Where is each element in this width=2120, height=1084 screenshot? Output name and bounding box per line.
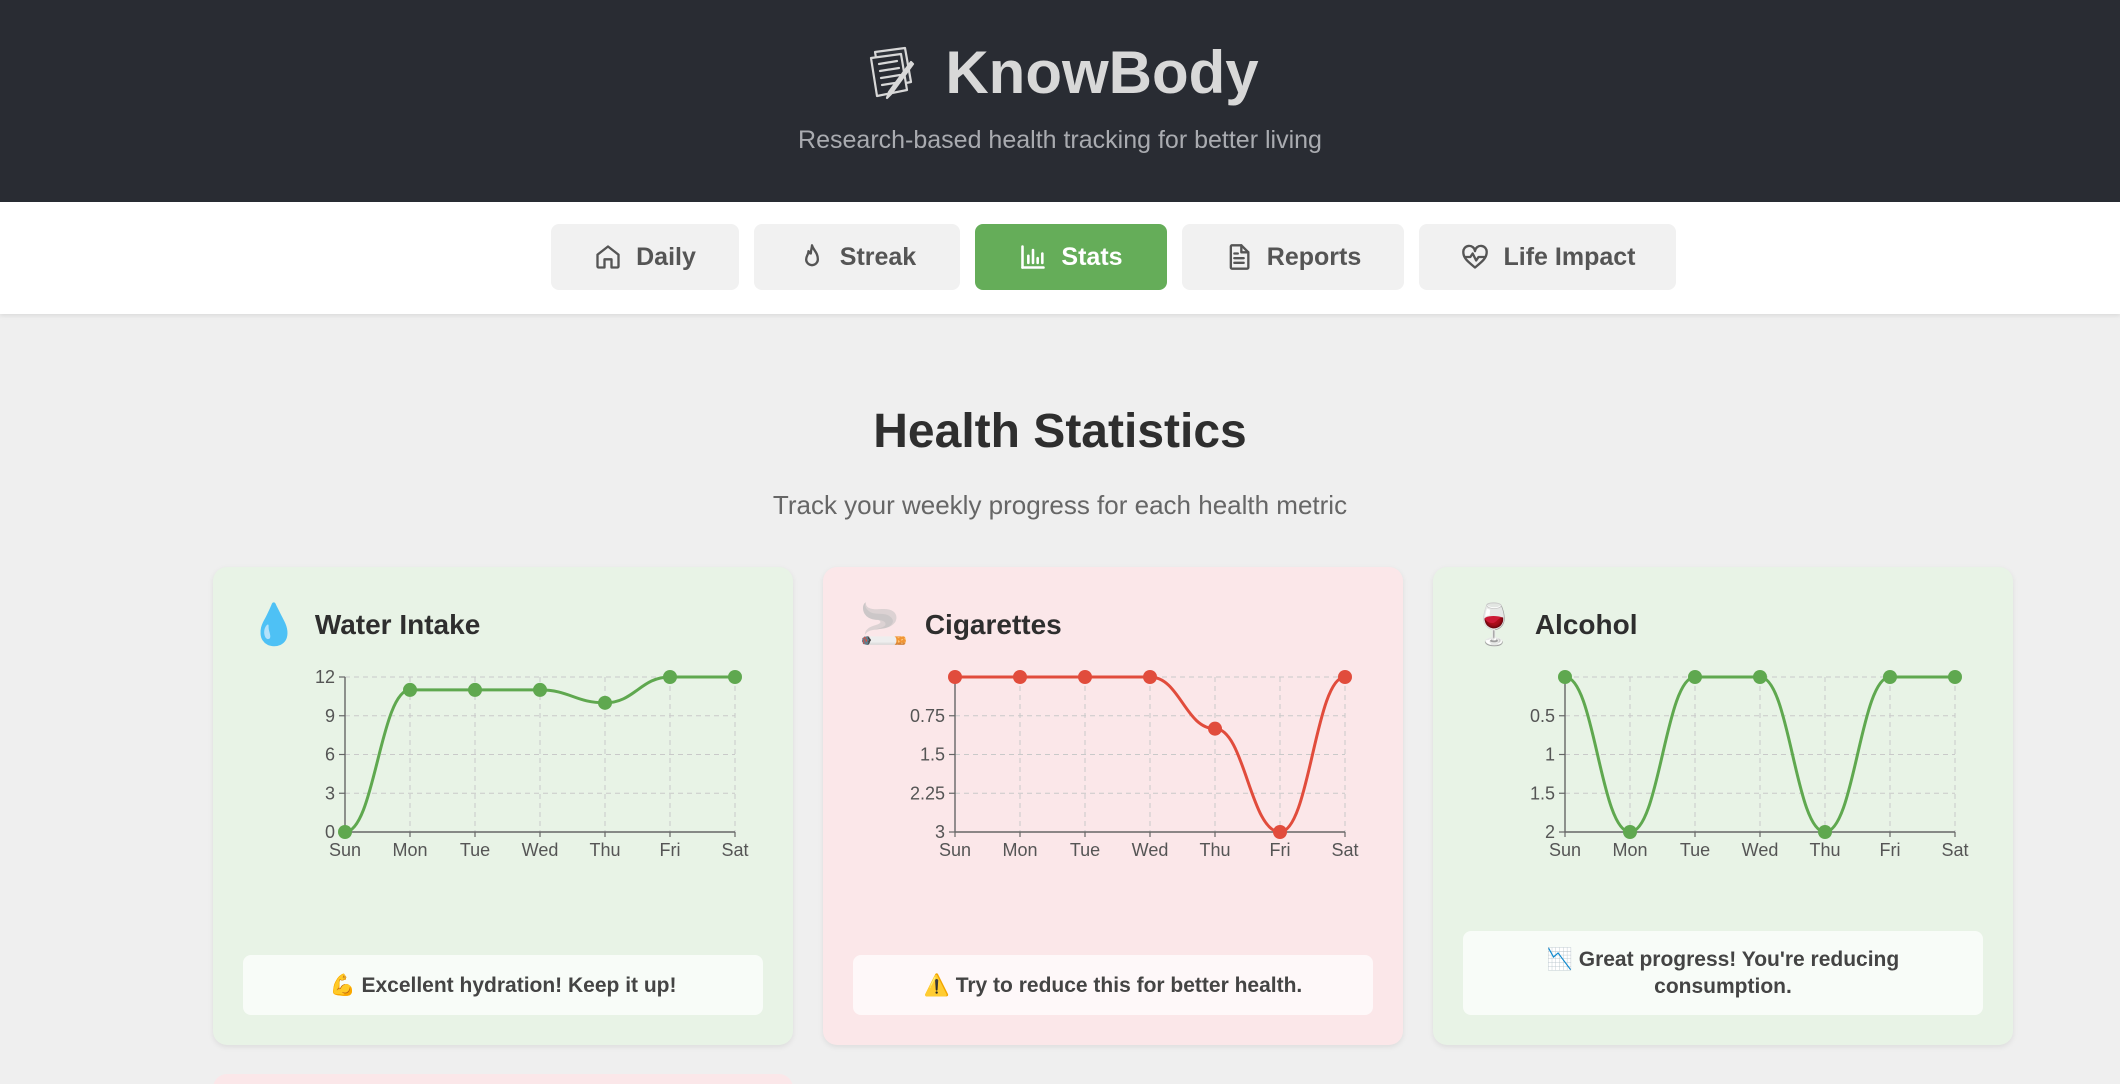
y-tick-label: 3: [935, 822, 945, 842]
x-tick-label: Fri: [1880, 840, 1901, 860]
app-header: KnowBody Research-based health tracking …: [0, 0, 2120, 202]
notes-icon: [861, 44, 923, 102]
water-intake-chart: 0 3 6 9 12 Sun Mon Tue Wed Thu Fri Sat: [315, 667, 749, 860]
data-point: [1818, 825, 1832, 839]
x-tick-label: Sun: [1549, 840, 1581, 860]
y-tick-label: 0: [325, 822, 335, 842]
data-point: [598, 695, 612, 710]
tab-label: Daily: [636, 242, 696, 271]
data-point: [403, 682, 417, 697]
x-tick-label: Sat: [721, 840, 748, 860]
data-point: [468, 682, 482, 697]
tab-bar: Daily Streak Stats Reports: [0, 202, 2120, 314]
tab-reports[interactable]: Reports: [1182, 224, 1404, 290]
tab-label: Stats: [1061, 242, 1123, 271]
data-point: [1143, 670, 1157, 684]
y-tick-label: 9: [325, 706, 335, 726]
x-tick-label: Sun: [329, 840, 361, 860]
tab-streak[interactable]: Streak: [754, 224, 960, 290]
x-tick-label: Wed: [1742, 840, 1779, 860]
data-point: [948, 670, 962, 684]
card-note: 📉 Great progress! You're reducing consum…: [1463, 931, 1983, 1015]
data-point: [1273, 825, 1287, 839]
x-tick-label: Wed: [1132, 840, 1169, 860]
x-tick-label: Mon: [392, 840, 427, 860]
series-line: [955, 675, 1346, 834]
stat-card-alcohol: 🍷 Alcohol 0.5 1 1.5 2 Sun Mon Tue Wed Thu Fri Sat …: [1433, 567, 2013, 1045]
data-point: [1623, 825, 1637, 839]
tab-daily[interactable]: Daily: [551, 224, 739, 290]
x-tick-label: Tue: [1680, 840, 1710, 860]
data-point: [728, 670, 742, 684]
data-point: [663, 670, 677, 684]
page-subtitle: Track your weekly progress for each heal…: [772, 490, 1348, 520]
y-tick-label: 0.75: [910, 706, 945, 726]
data-point: [338, 825, 352, 839]
card-title: Alcohol: [1534, 609, 1638, 640]
page-title: Health Statistics: [873, 405, 1247, 458]
water-drop-icon: 💧: [249, 602, 299, 648]
y-tick-label: 1.5: [1530, 783, 1555, 803]
stat-card-cigarettes: 🚬 Cigarettes 0.75 1.5 2.25 3 Sun Mon Tue Wed Thu…: [823, 567, 1403, 1045]
data-point: [1688, 670, 1702, 684]
bar-chart-icon: [1019, 243, 1047, 271]
tab-label: Reports: [1266, 242, 1362, 271]
x-tick-label: Sat: [1941, 840, 1968, 860]
data-point: [1338, 670, 1352, 684]
data-point: [533, 682, 547, 697]
y-tick-label: 1.5: [920, 745, 945, 765]
data-point: [1078, 670, 1092, 684]
data-point: [1208, 721, 1222, 736]
x-tick-label: Thu: [1199, 840, 1230, 860]
x-tick-label: Fri: [660, 840, 681, 860]
flame-icon: [798, 243, 826, 271]
tab-life-impact[interactable]: Life Impact: [1419, 224, 1676, 290]
data-point: [1753, 670, 1767, 684]
y-tick-label: 2: [1545, 822, 1555, 842]
y-tick-label: 12: [315, 667, 335, 687]
card-title: Cigarettes: [924, 609, 1062, 640]
card-title: Water Intake: [314, 609, 481, 640]
heart-pulse-icon: [1460, 243, 1490, 271]
stat-card-water-intake: 💧 Water Intake 0 3 6 9 12 Sun Mon Tue Wed Thu Fri S…: [213, 567, 793, 1045]
data-point: [1013, 670, 1027, 684]
x-tick-label: Tue: [1070, 840, 1100, 860]
x-tick-label: Sun: [939, 840, 971, 860]
data-point: [1558, 670, 1572, 684]
y-tick-label: 0.5: [1530, 706, 1555, 726]
document-icon: [1225, 243, 1253, 271]
x-tick-label: Mon: [1612, 840, 1647, 860]
data-point: [1948, 670, 1962, 684]
y-tick-label: 3: [325, 783, 335, 803]
app-subtitle: Research-based health tracking for bette…: [798, 126, 1322, 154]
x-tick-label: Wed: [522, 840, 559, 860]
cigarette-icon: 🚬: [859, 602, 909, 648]
tab-stats[interactable]: Stats: [975, 224, 1167, 290]
wine-glass-icon: 🍷: [1469, 602, 1519, 648]
x-tick-label: Mon: [1002, 840, 1037, 860]
card-note: ⚠️ Try to reduce this for better health.: [853, 955, 1373, 1015]
x-tick-label: Thu: [589, 840, 620, 860]
x-tick-label: Tue: [460, 840, 490, 860]
home-icon: [594, 243, 622, 271]
card-note: 💪 Excellent hydration! Keep it up!: [243, 955, 763, 1015]
y-tick-label: 2.25: [910, 783, 945, 803]
x-tick-label: Sat: [1331, 840, 1358, 860]
tab-label: Streak: [839, 242, 917, 271]
stat-card-partial: [213, 1074, 793, 1084]
app-title: KnowBody: [945, 39, 1259, 106]
data-point: [1883, 670, 1897, 684]
y-tick-label: 6: [325, 745, 335, 765]
tab-label: Life Impact: [1503, 242, 1636, 271]
brand: KnowBody: [0, 38, 2120, 107]
y-tick-label: 1: [1545, 745, 1555, 765]
x-tick-label: Thu: [1809, 840, 1840, 860]
x-tick-label: Fri: [1270, 840, 1291, 860]
